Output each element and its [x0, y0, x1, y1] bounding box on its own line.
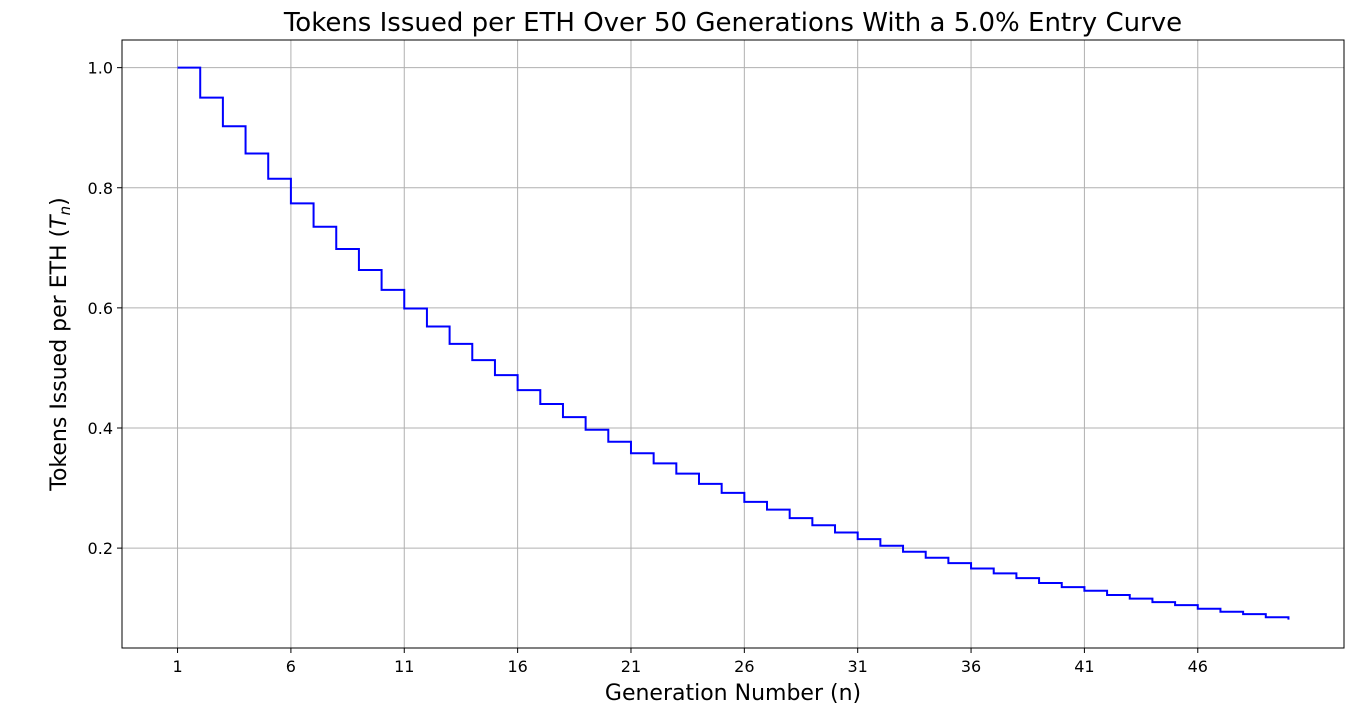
x-axis-label: Generation Number (n)	[605, 681, 861, 706]
x-tick-label: 36	[961, 657, 981, 676]
x-tick-label: 16	[507, 657, 527, 676]
y-tick-label: 1.0	[88, 59, 113, 78]
x-tick-label: 46	[1188, 657, 1208, 676]
y-tick-label: 0.6	[88, 299, 113, 318]
y-axis-label-var: T	[47, 214, 72, 229]
series-layer	[177, 66, 1290, 620]
x-tick-label: 26	[734, 657, 754, 676]
x-tick-label: 21	[621, 657, 641, 676]
y-axis-label: Tokens Issued per ETH (Tn)	[47, 197, 74, 491]
axis-ticks: 1 6 11 16 21 26 31 36 41 460.20.40.60.81.0	[88, 59, 1208, 676]
y-tick-label: 0.8	[88, 179, 113, 198]
y-axis-label-close: )	[47, 197, 72, 206]
x-tick-label: 41	[1074, 657, 1094, 676]
x-tick-label: 31	[848, 657, 868, 676]
y-tick-label: 0.4	[88, 419, 113, 438]
plot-frame	[121, 39, 1345, 649]
y-axis-label-sub: n	[56, 206, 74, 216]
x-tick-label: 1	[172, 657, 182, 676]
y-tick-label: 0.2	[88, 539, 113, 558]
series-line	[177, 66, 1290, 620]
x-tick-label: 11	[394, 657, 414, 676]
chart-title: Tokens Issued per ETH Over 50 Generation…	[283, 8, 1182, 38]
x-tick-label: 6	[286, 657, 296, 676]
y-axis-label-main: Tokens Issued per ETH (	[47, 229, 72, 492]
grid-lines	[122, 40, 1344, 648]
